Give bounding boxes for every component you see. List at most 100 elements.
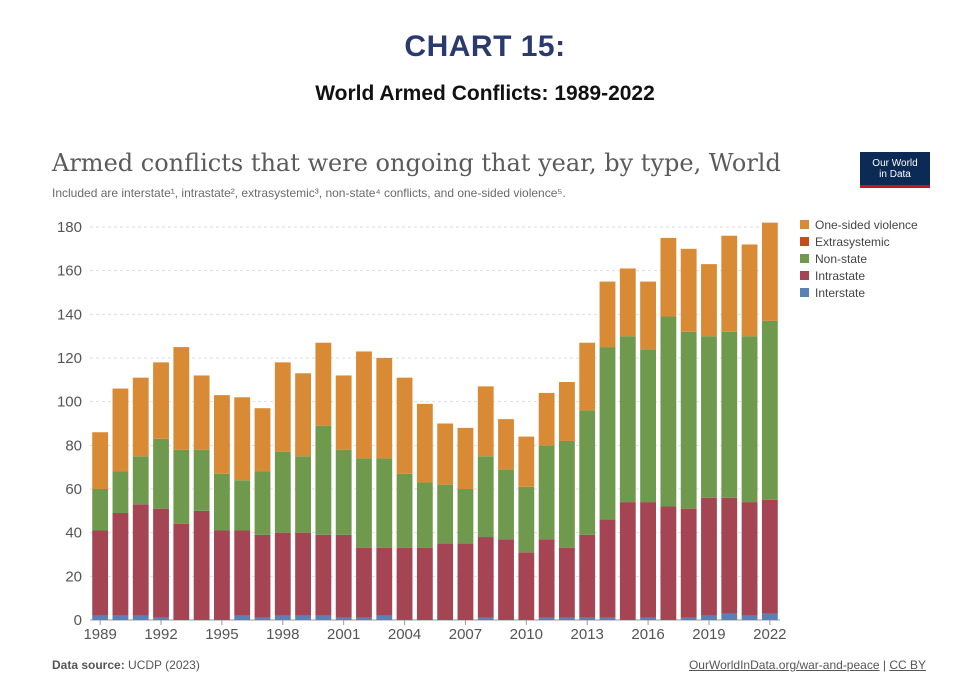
bar-segment-non-state-2019[interactable] (701, 336, 717, 498)
bar-segment-intrastate-2003[interactable] (376, 547, 393, 616)
source-link[interactable]: OurWorldInData.org/war-and-peace (688, 658, 880, 672)
bar-segment-interstate-1989[interactable] (92, 615, 109, 620)
bar-segment-interstate-2022[interactable] (761, 613, 778, 620)
bar-segment-intrastate-2002[interactable] (356, 547, 372, 618)
bar-segment-non-state-2013[interactable] (579, 410, 596, 535)
legend-item-extrasystemic[interactable]: Extrasystemic (800, 233, 950, 250)
bar-segment-one-sided-1990[interactable] (112, 388, 129, 472)
bar-segment-non-state-2015[interactable] (619, 336, 636, 503)
bar-segment-non-state-1998[interactable] (274, 451, 291, 533)
bar-segment-interstate-2003[interactable] (376, 615, 393, 620)
bar-segment-one-sided-2020[interactable] (721, 235, 738, 332)
bar-segment-one-sided-2019[interactable] (701, 264, 717, 337)
bar-segment-one-sided-2022[interactable] (761, 222, 778, 321)
owid-logo[interactable]: Our World in Data (860, 152, 930, 188)
bar-segment-non-state-2010[interactable] (518, 486, 535, 553)
bar-segment-non-state-1994[interactable] (193, 449, 210, 511)
bar-segment-non-state-1990[interactable] (112, 471, 129, 514)
bar-segment-interstate-2013[interactable] (579, 617, 596, 620)
bar-segment-one-sided-2012[interactable] (558, 382, 575, 441)
bar-segment-intrastate-2001[interactable] (335, 534, 352, 618)
bar-segment-intrastate-1995[interactable] (213, 530, 230, 620)
bar-segment-one-sided-2015[interactable] (619, 268, 636, 337)
bar-segment-intrastate-2019[interactable] (701, 497, 717, 616)
bar-segment-interstate-1997[interactable] (254, 617, 271, 620)
bar-segment-one-sided-2007[interactable] (457, 427, 474, 489)
bar-segment-one-sided-1989[interactable] (92, 432, 109, 489)
bar-segment-non-state-2002[interactable] (356, 458, 372, 548)
bar-segment-intrastate-2004[interactable] (396, 547, 413, 620)
bar-segment-one-sided-2014[interactable] (599, 281, 616, 348)
bar-segment-one-sided-2017[interactable] (660, 237, 677, 317)
bar-segment-one-sided-1997[interactable] (254, 408, 271, 472)
bar-segment-interstate-2008[interactable] (477, 617, 494, 620)
bar-segment-intrastate-2012[interactable] (558, 547, 575, 618)
bar-segment-non-state-1997[interactable] (254, 471, 271, 535)
bar-segment-intrastate-1991[interactable] (132, 504, 149, 616)
bar-segment-intrastate-2018[interactable] (680, 508, 697, 618)
bar-segment-interstate-2012[interactable] (558, 617, 575, 620)
bar-segment-intrastate-1998[interactable] (274, 532, 291, 616)
bar-segment-one-sided-2001[interactable] (335, 375, 352, 450)
bar-segment-one-sided-2005[interactable] (416, 403, 433, 483)
bar-segment-interstate-1998[interactable] (274, 615, 291, 620)
bar-segment-intrastate-2013[interactable] (579, 534, 596, 618)
bar-segment-one-sided-2011[interactable] (538, 392, 555, 446)
bar-segment-one-sided-2004[interactable] (396, 377, 413, 474)
bar-segment-non-state-2020[interactable] (721, 331, 738, 498)
bar-segment-interstate-2016[interactable] (640, 617, 657, 620)
bar-segment-intrastate-1999[interactable] (295, 532, 312, 616)
bar-segment-non-state-2009[interactable] (498, 469, 514, 540)
bar-segment-non-state-2008[interactable] (477, 456, 494, 538)
bar-segment-interstate-1990[interactable] (112, 615, 129, 620)
bar-segment-intrastate-2020[interactable] (721, 497, 738, 614)
bar-segment-intrastate-2014[interactable] (599, 519, 616, 618)
bar-segment-non-state-2003[interactable] (376, 458, 393, 548)
bar-segment-intrastate-2005[interactable] (416, 547, 433, 620)
bar-segment-non-state-2000[interactable] (315, 425, 332, 535)
bar-segment-intrastate-2022[interactable] (761, 499, 778, 614)
bar-segment-intrastate-1997[interactable] (254, 534, 271, 618)
bar-segment-intrastate-1994[interactable] (193, 510, 210, 620)
bar-segment-one-sided-2010[interactable] (518, 436, 535, 487)
bar-segment-one-sided-2009[interactable] (498, 419, 514, 470)
bar-segment-one-sided-1995[interactable] (213, 395, 230, 474)
bar-segment-one-sided-1993[interactable] (173, 347, 190, 450)
bar-segment-one-sided-2016[interactable] (640, 281, 657, 350)
legend-item-non-state[interactable]: Non-state (800, 250, 950, 267)
bar-segment-one-sided-2003[interactable] (376, 358, 393, 459)
bar-segment-interstate-2014[interactable] (599, 617, 616, 620)
license-link[interactable]: CC BY (889, 658, 926, 672)
bar-segment-non-state-2022[interactable] (761, 320, 778, 500)
bar-segment-one-sided-2000[interactable] (315, 342, 332, 426)
bar-segment-intrastate-1996[interactable] (234, 530, 251, 616)
bar-segment-one-sided-2008[interactable] (477, 386, 494, 457)
bar-segment-non-state-2017[interactable] (660, 316, 677, 507)
bar-segment-one-sided-2002[interactable] (356, 351, 372, 459)
bar-segment-one-sided-2013[interactable] (579, 342, 596, 411)
bar-segment-interstate-2011[interactable] (538, 617, 555, 620)
bar-segment-non-state-1992[interactable] (153, 438, 169, 509)
bar-segment-interstate-2000[interactable] (315, 615, 332, 620)
bar-segment-one-sided-1991[interactable] (132, 377, 149, 457)
bar-segment-interstate-1999[interactable] (295, 615, 312, 620)
bar-segment-interstate-2020[interactable] (721, 613, 738, 620)
bar-segment-intrastate-2007[interactable] (457, 543, 474, 620)
bar-segment-non-state-2001[interactable] (335, 449, 352, 535)
bar-segment-intrastate-2015[interactable] (619, 502, 636, 620)
bar-segment-non-state-2016[interactable] (640, 349, 657, 503)
bar-segment-intrastate-2017[interactable] (660, 506, 677, 620)
bar-segment-intrastate-2010[interactable] (518, 552, 535, 620)
bar-segment-non-state-1993[interactable] (173, 449, 190, 524)
bar-segment-one-sided-2006[interactable] (437, 423, 454, 485)
bar-segment-non-state-2004[interactable] (396, 473, 413, 548)
bar-segment-one-sided-1999[interactable] (295, 373, 312, 457)
bar-segment-one-sided-1992[interactable] (153, 362, 169, 439)
bar-segment-intrastate-2011[interactable] (538, 539, 555, 618)
bar-segment-non-state-2011[interactable] (538, 445, 555, 540)
bar-segment-non-state-2007[interactable] (457, 489, 474, 544)
bar-segment-one-sided-1998[interactable] (274, 362, 291, 452)
bar-segment-one-sided-1994[interactable] (193, 375, 210, 450)
bar-segment-intrastate-2000[interactable] (315, 534, 332, 616)
legend-item-one-sided[interactable]: One-sided violence (800, 216, 950, 233)
